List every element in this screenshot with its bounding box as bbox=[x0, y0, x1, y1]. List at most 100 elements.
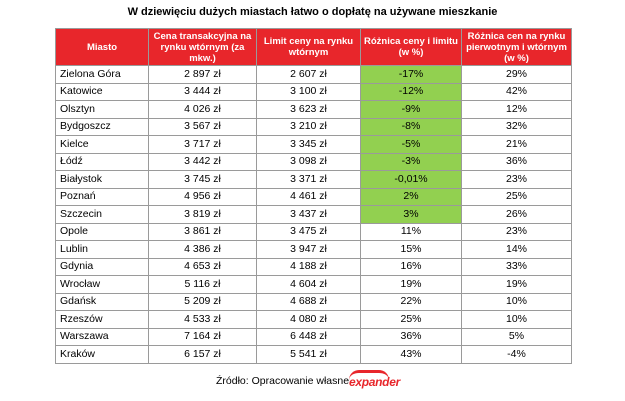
cell-market-difference: 19% bbox=[461, 275, 572, 294]
cell-city: Rzeszów bbox=[55, 310, 149, 329]
cell-city: Wrocław bbox=[55, 275, 149, 294]
cell-price-limit: 3 345 zł bbox=[256, 135, 361, 154]
cell-transaction-price: 4 653 zł bbox=[148, 257, 257, 276]
cell-limit-difference: 16% bbox=[360, 257, 462, 276]
cell-limit-difference: -0,01% bbox=[360, 170, 462, 189]
cell-limit-difference: 3% bbox=[360, 205, 462, 224]
cell-price-limit: 5 541 zł bbox=[256, 345, 361, 364]
cell-transaction-price: 3 442 zł bbox=[148, 152, 257, 171]
cell-market-difference: 25% bbox=[461, 187, 572, 206]
table-row: Szczecin 3 819 zł 3 437 zł 3% 26% bbox=[55, 205, 572, 224]
cell-transaction-price: 3 861 zł bbox=[148, 222, 257, 241]
cell-transaction-price: 3 819 zł bbox=[148, 205, 257, 224]
cell-market-difference: 32% bbox=[461, 117, 572, 136]
cell-transaction-price: 5 116 zł bbox=[148, 275, 257, 294]
cell-limit-difference: -3% bbox=[360, 152, 462, 171]
cell-limit-difference: 2% bbox=[360, 187, 462, 206]
cell-city: Katowice bbox=[55, 82, 149, 101]
table-row: Łódź 3 442 zł 3 098 zł -3% 36% bbox=[55, 152, 572, 171]
cell-price-limit: 4 080 zł bbox=[256, 310, 361, 329]
cell-market-difference: 29% bbox=[461, 65, 572, 84]
cell-transaction-price: 3 567 zł bbox=[148, 117, 257, 136]
cell-market-difference: 10% bbox=[461, 292, 572, 311]
expander-logo: expander bbox=[349, 370, 419, 390]
column-header-transaction-price: Cena transakcyjna na rynku wtórnym (za m… bbox=[148, 28, 257, 66]
cell-price-limit: 6 448 zł bbox=[256, 327, 361, 346]
cell-limit-difference: 36% bbox=[360, 327, 462, 346]
cell-transaction-price: 4 956 zł bbox=[148, 187, 257, 206]
table-row: Poznań 4 956 zł 4 461 zł 2% 25% bbox=[55, 187, 572, 206]
cell-transaction-price: 4 026 zł bbox=[148, 100, 257, 119]
table-row: Gdańsk 5 209 zł 4 688 zł 22% 10% bbox=[55, 292, 572, 311]
cell-market-difference: 10% bbox=[461, 310, 572, 329]
cell-market-difference: 12% bbox=[461, 100, 572, 119]
cell-city: Opole bbox=[55, 222, 149, 241]
cell-market-difference: 33% bbox=[461, 257, 572, 276]
cell-transaction-price: 4 533 zł bbox=[148, 310, 257, 329]
cell-city: Białystok bbox=[55, 170, 149, 189]
cell-price-limit: 3 437 zł bbox=[256, 205, 361, 224]
table-row: Rzeszów 4 533 zł 4 080 zł 25% 10% bbox=[55, 310, 572, 329]
table-row: Katowice 3 444 zł 3 100 zł -12% 42% bbox=[55, 82, 572, 101]
cell-city: Szczecin bbox=[55, 205, 149, 224]
column-header-market-difference: Różnica cen na rynku pierwotnym i wtórny… bbox=[461, 28, 572, 66]
cell-market-difference: 21% bbox=[461, 135, 572, 154]
source-note: Źródło: Opracowanie własne bbox=[216, 375, 350, 387]
cell-transaction-price: 3 444 zł bbox=[148, 82, 257, 101]
cell-market-difference: 23% bbox=[461, 170, 572, 189]
cell-price-limit: 2 607 zł bbox=[256, 65, 361, 84]
table-row: Lublin 4 386 zł 3 947 zł 15% 14% bbox=[55, 240, 572, 259]
logo-arc-icon bbox=[349, 370, 389, 380]
cell-city: Łódź bbox=[55, 152, 149, 171]
cell-transaction-price: 3 745 zł bbox=[148, 170, 257, 189]
cell-market-difference: -4% bbox=[461, 345, 572, 364]
cell-transaction-price: 7 164 zł bbox=[148, 327, 257, 346]
table-row: Warszawa 7 164 zł 6 448 zł 36% 5% bbox=[55, 327, 572, 346]
cell-city: Kielce bbox=[55, 135, 149, 154]
table-row: Bydgoszcz 3 567 zł 3 210 zł -8% 32% bbox=[55, 117, 572, 136]
table-row: Wrocław 5 116 zł 4 604 zł 19% 19% bbox=[55, 275, 572, 294]
cell-price-limit: 3 475 zł bbox=[256, 222, 361, 241]
cell-city: Gdynia bbox=[55, 257, 149, 276]
cell-market-difference: 42% bbox=[461, 82, 572, 101]
cell-price-limit: 3 098 zł bbox=[256, 152, 361, 171]
cell-market-difference: 26% bbox=[461, 205, 572, 224]
cell-limit-difference: 22% bbox=[360, 292, 462, 311]
column-header-limit-difference: Różnica ceny i limitu (w %) bbox=[360, 28, 462, 66]
table-row: Gdynia 4 653 zł 4 188 zł 16% 33% bbox=[55, 257, 572, 276]
table-row: Zielona Góra 2 897 zł 2 607 zł -17% 29% bbox=[55, 65, 572, 84]
cell-city: Bydgoszcz bbox=[55, 117, 149, 136]
cell-transaction-price: 2 897 zł bbox=[148, 65, 257, 84]
cell-price-limit: 3 623 zł bbox=[256, 100, 361, 119]
cell-price-limit: 3 210 zł bbox=[256, 117, 361, 136]
cell-city: Zielona Góra bbox=[55, 65, 149, 84]
table-row: Opole 3 861 zł 3 475 zł 11% 23% bbox=[55, 222, 572, 241]
table-row: Białystok 3 745 zł 3 371 zł -0,01% 23% bbox=[55, 170, 572, 189]
cell-price-limit: 3 371 zł bbox=[256, 170, 361, 189]
cell-limit-difference: 25% bbox=[360, 310, 462, 329]
cell-market-difference: 14% bbox=[461, 240, 572, 259]
cell-limit-difference: -17% bbox=[360, 65, 462, 84]
cell-city: Gdańsk bbox=[55, 292, 149, 311]
cell-city: Warszawa bbox=[55, 327, 149, 346]
cell-limit-difference: 19% bbox=[360, 275, 462, 294]
cell-limit-difference: 11% bbox=[360, 222, 462, 241]
column-header-city: Miasto bbox=[55, 28, 149, 66]
cell-city: Poznań bbox=[55, 187, 149, 206]
cell-price-limit: 4 688 zł bbox=[256, 292, 361, 311]
cell-city: Lublin bbox=[55, 240, 149, 259]
cell-limit-difference: 43% bbox=[360, 345, 462, 364]
cell-market-difference: 36% bbox=[461, 152, 572, 171]
cell-transaction-price: 3 717 zł bbox=[148, 135, 257, 154]
cell-city: Olsztyn bbox=[55, 100, 149, 119]
cell-price-limit: 3 100 zł bbox=[256, 82, 361, 101]
cell-price-limit: 4 188 zł bbox=[256, 257, 361, 276]
cell-limit-difference: -8% bbox=[360, 117, 462, 136]
cell-limit-difference: -12% bbox=[360, 82, 462, 101]
cell-price-limit: 3 947 zł bbox=[256, 240, 361, 259]
logo-wordmark: expander bbox=[349, 375, 400, 389]
cell-price-limit: 4 604 zł bbox=[256, 275, 361, 294]
table-row: Kielce 3 717 zł 3 345 zł -5% 21% bbox=[55, 135, 572, 154]
column-header-price-limit: Limit ceny na rynku wtórnym bbox=[256, 28, 361, 66]
price-comparison-table: Miasto Cena transakcyjna na rynku wtórny… bbox=[55, 28, 572, 364]
